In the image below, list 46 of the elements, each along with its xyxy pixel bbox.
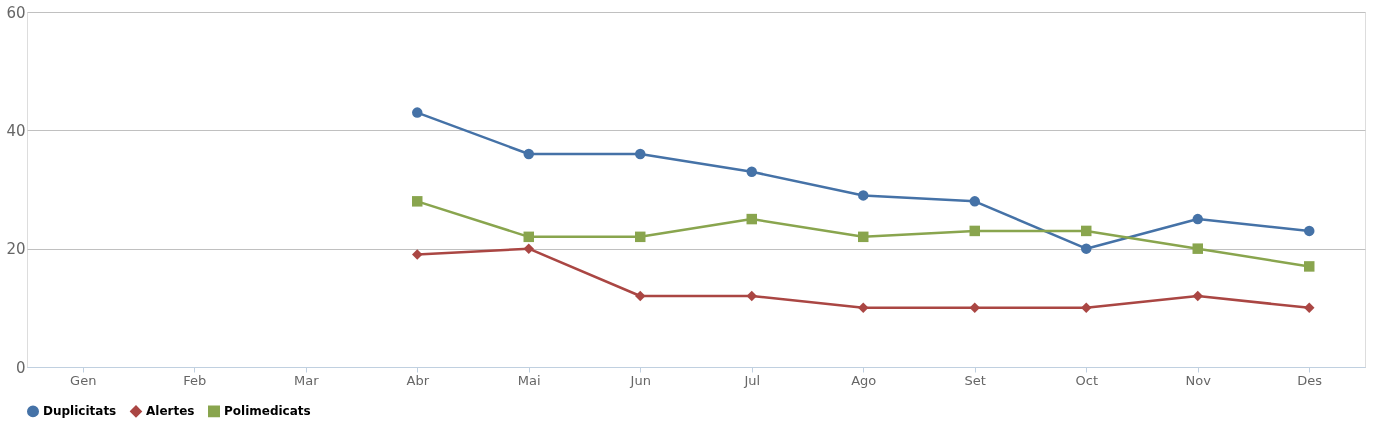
point — [1304, 225, 1315, 237]
point — [1081, 225, 1092, 237]
point — [746, 213, 757, 225]
y-tick-label: 0 — [15, 358, 26, 377]
point — [1304, 261, 1315, 272]
point — [1081, 243, 1092, 254]
point — [969, 225, 980, 237]
point — [523, 231, 534, 243]
point — [969, 196, 980, 207]
point — [635, 148, 646, 160]
point — [1192, 290, 1203, 302]
x-tick-label: Mar — [293, 372, 320, 388]
legend-label: Alertes — [146, 404, 195, 419]
point — [412, 249, 423, 260]
point — [635, 231, 646, 243]
point — [1192, 213, 1203, 225]
y-tick-label: 20 — [6, 240, 26, 259]
legend-label: Duplicitats — [43, 404, 117, 419]
point — [523, 243, 534, 254]
x-tick-label: Abr — [406, 372, 430, 388]
x-tick-label: Jun — [629, 372, 651, 388]
legend-label: Polimedicats — [224, 404, 311, 419]
x-tick-label: Set — [964, 372, 986, 388]
point — [412, 196, 423, 207]
point — [858, 231, 869, 243]
point — [1081, 302, 1092, 314]
point — [1192, 243, 1203, 254]
y-tick-label: 40 — [6, 121, 26, 140]
point — [1304, 302, 1315, 314]
x-tick-label: Feb — [183, 372, 207, 388]
point — [858, 302, 869, 314]
point — [746, 166, 757, 177]
x-tick-label: Gen — [70, 372, 97, 388]
x-tick-label: Des — [1297, 372, 1323, 388]
x-tick-label: Mai — [517, 372, 541, 388]
point — [969, 302, 980, 314]
point — [858, 190, 869, 201]
x-tick-label: Nov — [1185, 372, 1212, 388]
point — [523, 148, 534, 160]
x-tick-label: Jul — [743, 372, 761, 388]
point — [635, 290, 646, 302]
y-tick-label: 60 — [6, 3, 26, 22]
point — [412, 107, 423, 118]
x-tick-label: Ago — [851, 372, 877, 388]
x-tick-label: Oct — [1075, 372, 1098, 388]
point — [746, 290, 757, 302]
